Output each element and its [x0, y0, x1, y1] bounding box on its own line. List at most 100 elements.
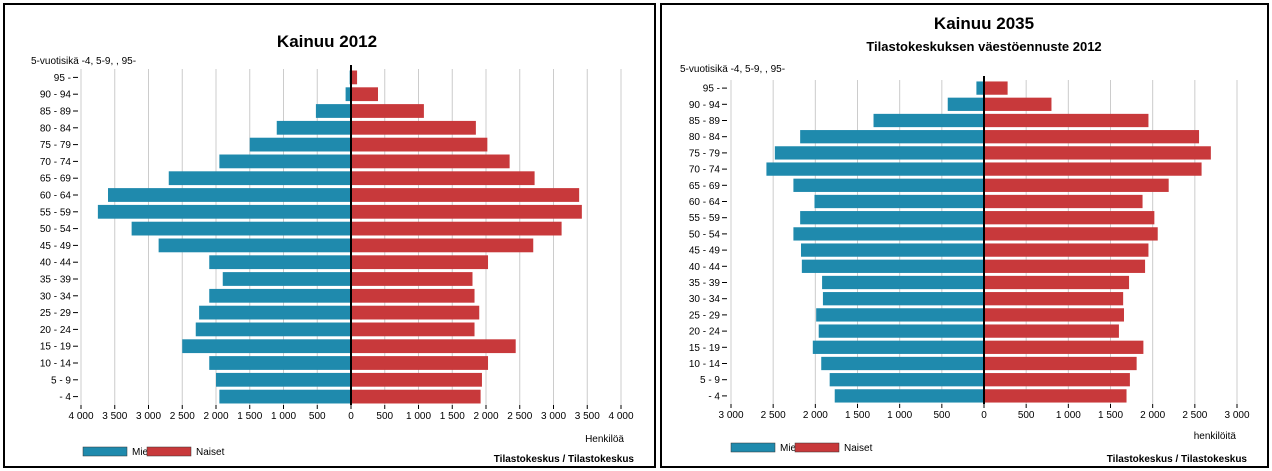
age-group-label: 30 - 34	[40, 291, 72, 302]
x-axis-label: henkilöitä	[1194, 431, 1237, 442]
bar-miehet	[800, 243, 984, 257]
bar-miehet	[209, 356, 351, 370]
x-axis-label: Henkilöä	[585, 434, 624, 445]
legend: Miehet Naiset	[82, 446, 225, 458]
bar-naiset	[351, 104, 424, 118]
bar-miehet	[818, 324, 984, 338]
bar-miehet	[829, 373, 984, 387]
bar-naiset	[351, 372, 482, 387]
age-group-label: 70 - 74	[689, 165, 721, 176]
bar-naiset	[984, 389, 1127, 403]
bar-naiset	[984, 81, 1008, 95]
age-group-label: 20 - 24	[689, 327, 721, 338]
chart-title: Kainuu 2012	[277, 32, 377, 51]
bar-miehet	[108, 188, 351, 202]
age-group-label: 35 - 39	[40, 275, 72, 286]
x-tick-label: 1 000	[887, 410, 912, 421]
x-tick-label: 1 500	[440, 411, 465, 422]
age-group-label: 95 -	[54, 73, 71, 84]
x-tick-label: 3 500	[575, 411, 600, 422]
age-group-label: 85 - 89	[40, 107, 72, 118]
bar-naiset	[351, 322, 475, 337]
bar-miehet	[822, 275, 984, 290]
chart-panel-2012: Kainuu 2012 5-vuotisikä -4, 5-9, , 95- H…	[3, 3, 656, 468]
age-group-label: 50 - 54	[40, 224, 72, 235]
bar-miehet	[209, 288, 351, 303]
age-group-label: 25 - 29	[689, 310, 721, 321]
population-pyramid-2012: Kainuu 2012 5-vuotisikä -4, 5-9, , 95- H…	[31, 32, 635, 465]
bar-miehet	[793, 227, 984, 241]
bar-miehet	[345, 87, 351, 102]
bar-naiset	[984, 194, 1143, 209]
age-axis-label: 5-vuotisikä -4, 5-9, , 95-	[31, 56, 136, 67]
bar-naiset	[984, 146, 1211, 160]
bar-miehet	[131, 221, 351, 236]
age-group-label: 10 - 14	[40, 359, 72, 370]
bar-naiset	[351, 288, 475, 303]
age-group-label: 15 - 19	[40, 342, 72, 353]
bar-naiset	[984, 162, 1202, 176]
bar-naiset	[984, 243, 1149, 257]
age-group-label: 60 - 64	[40, 191, 72, 202]
bar-naiset	[351, 356, 489, 370]
age-group-label: - 4	[59, 392, 71, 403]
bar-miehet	[195, 322, 351, 337]
bar-miehet	[219, 389, 351, 404]
bar-miehet	[947, 97, 984, 111]
chart-panel-2035: Kainuu 2035 Tilastokeskuksen väestöennus…	[660, 3, 1269, 468]
bar-miehet	[168, 171, 351, 186]
chart-subtitle: Tilastokeskuksen väestöennuste 2012	[866, 39, 1101, 54]
x-tick-label: 2 500	[170, 411, 195, 422]
x-tick-label: 3 500	[102, 411, 127, 422]
x-tick-label: 3 000	[136, 411, 161, 422]
age-group-label: - 4	[708, 391, 720, 402]
x-tick-label: 2 500	[1182, 410, 1207, 421]
x-tick-label: 2 000	[1140, 410, 1165, 421]
x-tick-label: 3 000	[718, 410, 743, 421]
x-tick-label: 0	[981, 410, 987, 421]
bar-naiset	[984, 308, 1124, 322]
bar-miehet	[976, 81, 984, 95]
age-group-label: 65 - 69	[689, 181, 721, 192]
bar-miehet	[873, 113, 984, 128]
x-tick-label: 0	[348, 411, 354, 422]
bar-miehet	[315, 104, 351, 118]
bar-miehet	[222, 272, 351, 286]
age-group-label: 65 - 69	[40, 174, 72, 185]
age-group-label: 5 - 9	[51, 375, 71, 386]
x-tick-label: 500	[1018, 410, 1035, 421]
x-tick-label: 1 500	[845, 410, 870, 421]
legend-swatch-miehet	[730, 442, 776, 453]
bar-naiset	[351, 171, 535, 186]
age-group-label: 80 - 84	[40, 123, 72, 134]
bar-naiset	[351, 389, 481, 404]
x-tick-label: 1 000	[406, 411, 431, 422]
bar-miehet	[800, 130, 984, 144]
bar-miehet	[199, 305, 351, 320]
bar-miehet	[814, 194, 984, 209]
population-pyramid-2035: Kainuu 2035 Tilastokeskuksen väestöennus…	[680, 14, 1250, 465]
bar-naiset	[984, 356, 1137, 371]
bar-naiset	[351, 238, 534, 253]
x-tick-label: 2 500	[761, 410, 786, 421]
bar-miehet	[216, 372, 351, 387]
bar-miehet	[766, 162, 984, 176]
bar-miehet	[219, 154, 351, 169]
bar-naiset	[984, 324, 1119, 338]
bar-naiset	[351, 204, 582, 219]
legend-swatch-miehet	[82, 446, 128, 457]
bar-miehet	[97, 204, 351, 219]
age-group-label: 55 - 59	[40, 207, 72, 218]
source-label: Tilastokeskus / Tilastokeskus	[494, 454, 635, 465]
bar-miehet	[209, 255, 351, 270]
legend-label-naiset: Naiset	[844, 443, 873, 454]
age-group-label: 90 - 94	[689, 100, 721, 111]
age-group-label: 70 - 74	[40, 157, 72, 168]
x-tick-label: 1 000	[1056, 410, 1081, 421]
age-group-label: 90 - 94	[40, 90, 72, 101]
bar-miehet	[276, 120, 351, 135]
x-tick-label: 2 000	[473, 411, 498, 422]
age-group-label: 45 - 49	[689, 246, 721, 257]
age-group-label: 45 - 49	[40, 241, 72, 252]
bar-naiset	[351, 255, 489, 270]
